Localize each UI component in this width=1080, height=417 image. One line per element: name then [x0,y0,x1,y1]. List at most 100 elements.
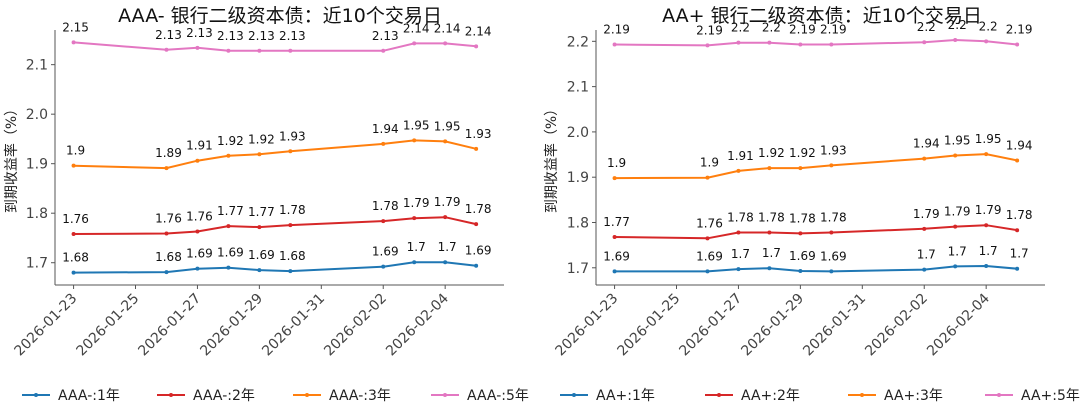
data-point [953,224,958,229]
legend-marker [305,393,309,397]
legend-marker [572,393,576,397]
data-label: 1.9 [700,156,719,170]
data-point [798,231,803,236]
data-point [288,269,293,274]
data-label: 2.14 [434,21,461,35]
data-point [953,264,958,269]
data-point [767,266,772,271]
data-label: 1.91 [727,149,754,163]
data-point [798,166,803,171]
data-label: 2.13 [279,29,306,43]
data-point [257,225,262,230]
data-label: 1.77 [603,215,630,229]
data-point [829,163,834,168]
data-point [412,216,417,221]
data-label: 1.95 [434,119,461,133]
data-point [767,230,772,235]
series-line [73,216,477,235]
series-line [73,139,477,170]
legend-label: AAA-:3年 [329,388,391,404]
y-tick-label: 2.1 [567,80,589,96]
data-label: 1.77 [248,205,275,219]
data-point [226,48,231,53]
data-label: 1.69 [372,245,399,259]
data-label: 2.14 [465,24,492,38]
y-tick-label: 1.9 [26,157,48,173]
data-point [443,139,448,144]
data-label: 1.79 [913,207,940,221]
x-tick-label: 2026-01-27 [135,291,204,360]
data-label: 1.78 [758,210,785,224]
data-point [705,236,710,241]
data-point [705,269,710,274]
x-tick-label: 2026-02-02 [321,291,390,360]
data-label: 2.2 [762,21,781,35]
data-label: 1.69 [248,248,275,262]
data-label: 1.78 [789,211,816,225]
legend-marker [860,393,864,397]
data-label: 1.93 [820,143,847,157]
data-point [1015,266,1020,271]
data-label: 1.69 [820,249,847,263]
data-label: 2.19 [1006,22,1033,36]
legend-label: AA+:2年 [741,388,800,404]
data-label: 2.13 [155,28,182,42]
data-label: 1.78 [465,202,492,216]
data-label: 1.78 [279,203,306,217]
x-tick-label: 2026-01-25 [73,291,142,360]
data-label: 1.9 [66,144,85,158]
data-label: 1.69 [789,249,816,263]
legend-item: AAA-:2年 [157,388,255,404]
series-2y: 1.77 1.76 1.78 1.78 1.78 1.78 1.79 1.79 1.79 1.78 [603,203,1032,241]
data-point [381,219,386,224]
y-tick-label: 1.8 [26,206,48,222]
series-line [614,153,1018,180]
data-label: 1.95 [944,133,971,147]
legend-1: AAA-:1年 AAA-:2年 AAA-:3年 AAA-:5年 [22,388,529,404]
data-point [474,146,479,151]
data-point [71,163,76,168]
data-point [381,141,386,146]
legend-item: AA+:1年 [560,388,655,404]
data-label: 1.89 [155,146,182,160]
x-tick-label: 2026-01-23 [553,291,622,360]
legend-label: AA+:1年 [596,388,655,404]
series-line [73,261,477,274]
data-point [71,40,76,45]
data-label: 1.94 [1006,138,1033,152]
legend-item: AA+:2年 [705,388,800,404]
data-label: 2.19 [789,22,816,36]
legend-marker [997,393,1001,397]
chart-title: AA+ 银行二级资本债：近10个交易日 [662,5,982,27]
legend-item: AA+:3年 [848,388,943,404]
data-label: 1.7 [438,240,457,254]
data-point [412,260,417,265]
data-point [829,230,834,235]
data-point [164,47,169,52]
data-label: 1.95 [403,118,430,132]
data-point [195,266,200,271]
data-point [443,215,448,220]
series-3y: 1.9 1.89 1.91 1.92 1.92 1.93 1.94 1.95 1.95 1.93 [66,118,491,171]
data-label: 1.7 [979,244,998,258]
data-label: 2.19 [603,22,630,36]
series-1y: 1.68 1.68 1.69 1.69 1.69 1.68 1.69 1.7 1.7 1.69 [62,240,491,275]
data-label: 1.78 [372,199,399,213]
y-axis-label: 到期收益率（%） [3,102,20,213]
data-point [705,175,710,180]
data-label: 1.7 [731,247,750,261]
data-point [922,156,927,161]
data-point [474,44,479,49]
x-tick-label: 2026-01-23 [12,291,81,360]
y-tick-label: 2.0 [26,107,48,123]
legend-label: AA+:3年 [884,388,943,404]
data-point [164,231,169,236]
data-point [736,40,741,45]
data-point [474,222,479,227]
data-point [984,152,989,157]
y-tick-label: 1.7 [26,256,48,272]
data-point [195,158,200,163]
data-point [226,224,231,229]
